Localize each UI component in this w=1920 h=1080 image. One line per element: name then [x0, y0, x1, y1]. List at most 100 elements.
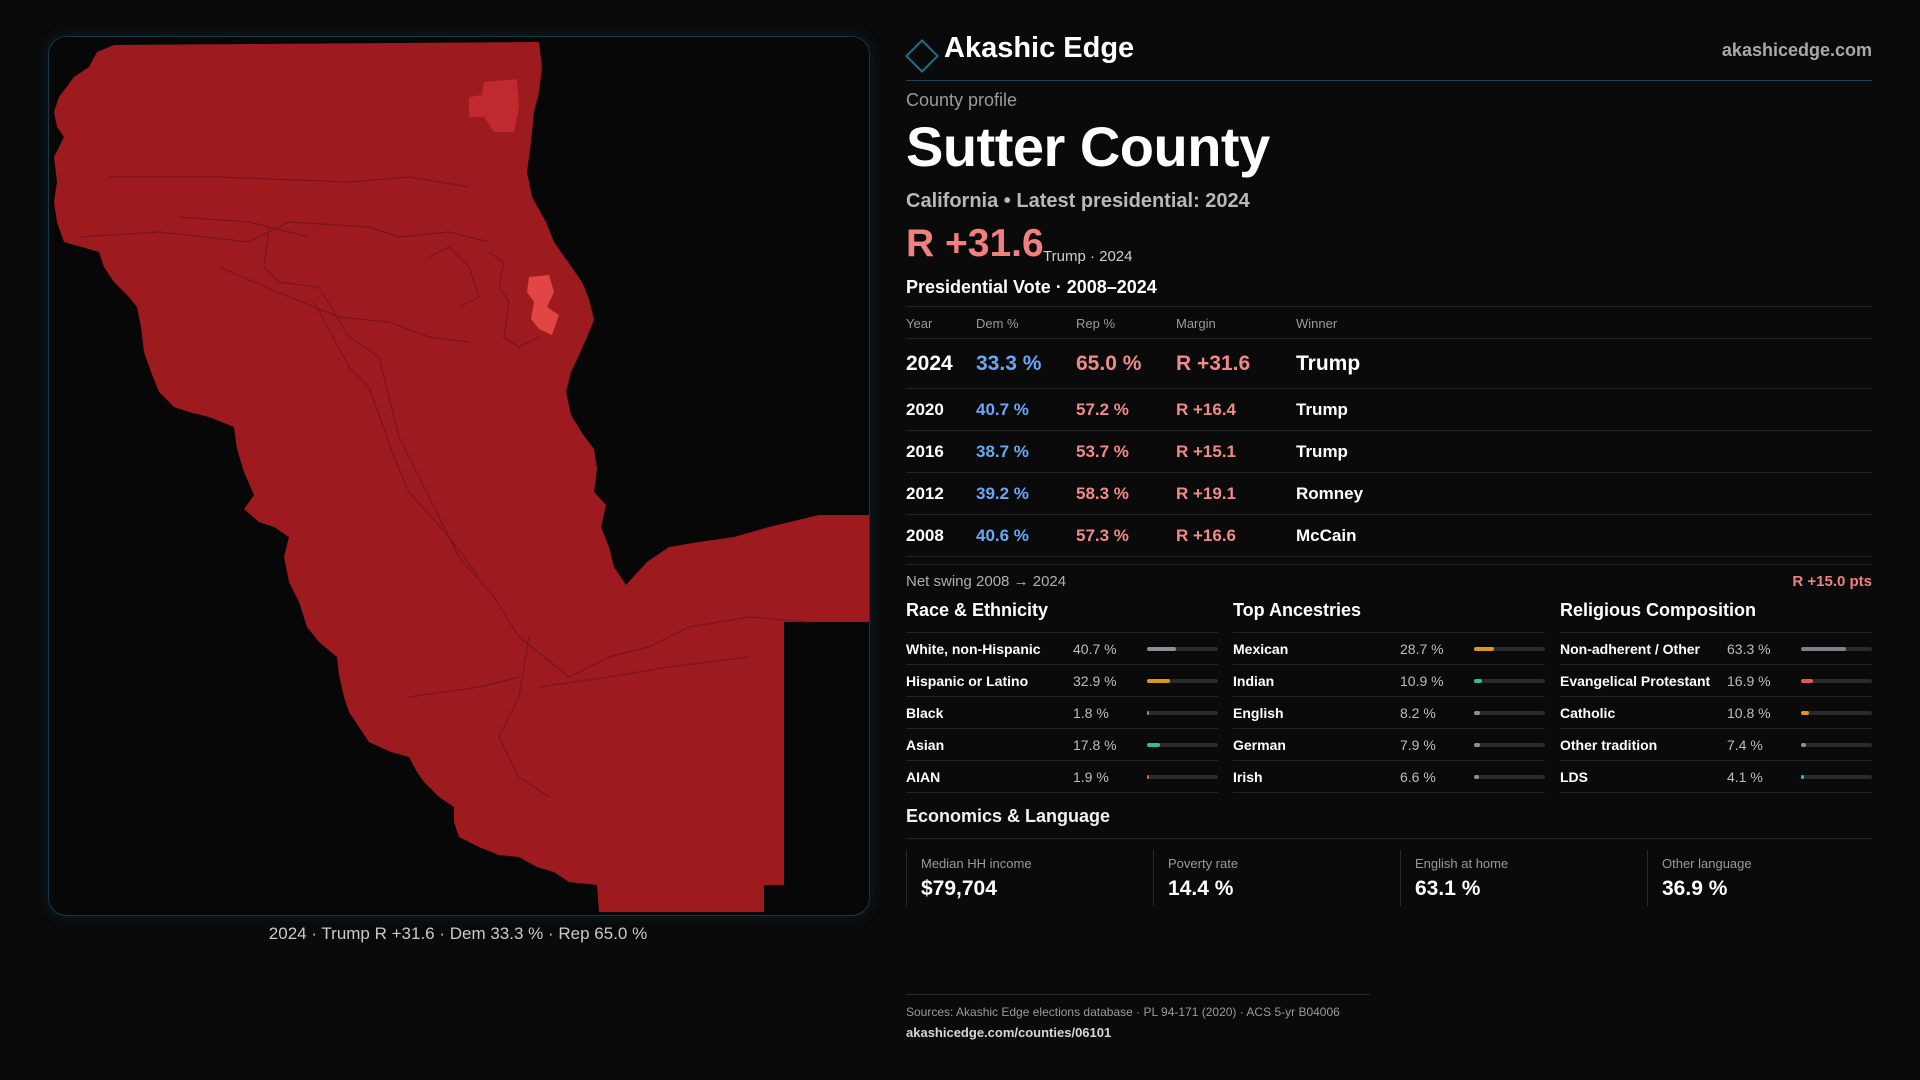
cell-rep: 65.0 %	[1076, 352, 1142, 375]
vote-section-title: Presidential Vote · 2008–2024	[906, 277, 1157, 297]
cell-dem: 40.7 %	[976, 400, 1029, 419]
bar-track	[1147, 711, 1218, 715]
race-title: Race & Ethnicity	[906, 600, 1218, 633]
row-label: English	[1233, 705, 1284, 721]
row-label: Irish	[1233, 769, 1263, 785]
bar-track	[1474, 679, 1545, 683]
cell-margin: R +15.1	[1176, 442, 1237, 461]
table-row: 2016 38.7 % 53.7 % R +15.1 Trump	[906, 431, 1872, 473]
list-item: English 8.2 %	[1233, 697, 1545, 729]
row-value: 16.9 %	[1727, 673, 1771, 689]
row-label: Non-adherent / Other	[1560, 641, 1701, 657]
row-label: White, non-Hispanic	[906, 641, 1041, 657]
econ-value: 63.1 %	[1415, 877, 1481, 900]
list-item: Asian 17.8 %	[906, 729, 1218, 761]
col-margin: Margin	[1176, 316, 1216, 331]
econ-label: Median HH income	[921, 856, 1032, 871]
list-item: AIAN 1.9 %	[906, 761, 1218, 793]
county-boundary	[54, 42, 869, 912]
row-label: Catholic	[1560, 705, 1616, 721]
page-subtitle: California • Latest presidential: 2024	[906, 190, 1250, 212]
bar-fill	[1474, 743, 1480, 747]
cell-rep: 57.3 %	[1076, 526, 1129, 545]
page-title: Sutter County	[906, 115, 1270, 178]
map-caption: 2024 · Trump R +31.6 · Dem 33.3 % · Rep …	[268, 924, 648, 943]
cell-rep: 58.3 %	[1076, 484, 1129, 503]
row-label: LDS	[1560, 769, 1588, 785]
row-label: German	[1233, 737, 1286, 753]
bar-fill	[1801, 775, 1804, 779]
row-label: Indian	[1233, 673, 1275, 689]
cell-year: 2024	[906, 352, 953, 375]
brand-name[interactable]: Akashic Edge	[944, 32, 1135, 64]
religion-title: Religious Composition	[1560, 600, 1872, 633]
bar-fill	[1474, 775, 1479, 779]
list-item: German 7.9 %	[1233, 729, 1545, 761]
bar-track	[1474, 711, 1545, 715]
county-url-link[interactable]: akashicedge.com/counties/06101	[906, 1025, 1112, 1040]
net-swing-value: R +15.0 pts	[1792, 573, 1872, 590]
list-item: Irish 6.6 %	[1233, 761, 1545, 793]
econ-value: 36.9 %	[1662, 877, 1728, 900]
cell-dem: 38.7 %	[976, 442, 1029, 461]
bar-fill	[1474, 647, 1495, 651]
cell-winner: McCain	[1296, 526, 1357, 545]
bar-track	[1801, 775, 1872, 779]
page-kicker: County profile	[906, 90, 1018, 110]
net-swing-label: Net swing 2008 → 2024	[906, 573, 1067, 590]
col-winner: Winner	[1296, 316, 1338, 331]
col-year: Year	[906, 316, 933, 331]
county-profile-panel: Akashic Edge akashicedge.com County prof…	[905, 0, 1872, 1080]
row-value: 40.7 %	[1073, 641, 1117, 657]
precinct-highlight	[527, 275, 559, 335]
bar-track	[1474, 647, 1545, 651]
row-label: Evangelical Protestant	[1560, 673, 1711, 689]
econ-card-english: English at home 63.1 %	[1400, 850, 1645, 906]
econ-card-poverty: Poverty rate 14.4 %	[1153, 850, 1398, 906]
table-row: 2024 33.3 % 65.0 % R +31.6 Trump	[906, 339, 1872, 389]
cell-dem: 33.3 %	[976, 352, 1042, 375]
list-item: White, non-Hispanic 40.7 %	[906, 633, 1218, 665]
county-map-svg	[54, 42, 869, 912]
headline-margin-sub: Trump · 2024	[1043, 248, 1133, 265]
row-value: 1.9 %	[1073, 769, 1109, 785]
bar-track	[1801, 711, 1872, 715]
row-value: 10.8 %	[1727, 705, 1771, 721]
bar-fill	[1147, 711, 1149, 715]
cell-margin: R +31.6	[1176, 352, 1251, 375]
list-item: Mexican 28.7 %	[1233, 633, 1545, 665]
bar-track	[1801, 743, 1872, 747]
bar-fill	[1474, 711, 1480, 715]
sources-footer: Sources: Akashic Edge elections database…	[906, 994, 1370, 1040]
row-value: 7.4 %	[1727, 737, 1763, 753]
precinct-lines	[78, 176, 810, 798]
sources-text: Sources: Akashic Edge elections database…	[906, 1005, 1340, 1019]
row-label: Hispanic or Latino	[906, 673, 1029, 689]
bar-track	[1147, 647, 1218, 651]
cell-margin: R +19.1	[1176, 484, 1237, 503]
cell-year: 2016	[906, 442, 944, 461]
diamond-logo-icon	[905, 39, 939, 73]
row-value: 63.3 %	[1727, 641, 1771, 657]
bar-track	[1801, 679, 1872, 683]
row-label: Asian	[906, 737, 945, 753]
econ-card-other-language: Other language 36.9 %	[1647, 850, 1892, 906]
econ-label: English at home	[1415, 856, 1509, 871]
cell-margin: R +16.4	[1176, 400, 1237, 419]
econ-label: Other language	[1662, 856, 1752, 871]
bar-track	[1474, 775, 1545, 779]
row-value: 1.8 %	[1073, 705, 1109, 721]
cell-year: 2012	[906, 484, 944, 503]
list-item: Black 1.8 %	[906, 697, 1218, 729]
cell-winner: Trump	[1296, 400, 1348, 419]
cell-margin: R +16.6	[1176, 526, 1237, 545]
bar-fill	[1801, 743, 1807, 747]
religion-panel: Religious Composition Non-adherent / Oth…	[1560, 600, 1872, 793]
bar-fill	[1147, 743, 1160, 747]
county-map[interactable]	[48, 36, 870, 916]
row-value: 32.9 %	[1073, 673, 1117, 689]
bar-fill	[1147, 775, 1149, 779]
site-link[interactable]: akashicedge.com	[1721, 40, 1872, 60]
bar-track	[1147, 775, 1218, 779]
col-dem: Dem %	[976, 316, 1019, 331]
